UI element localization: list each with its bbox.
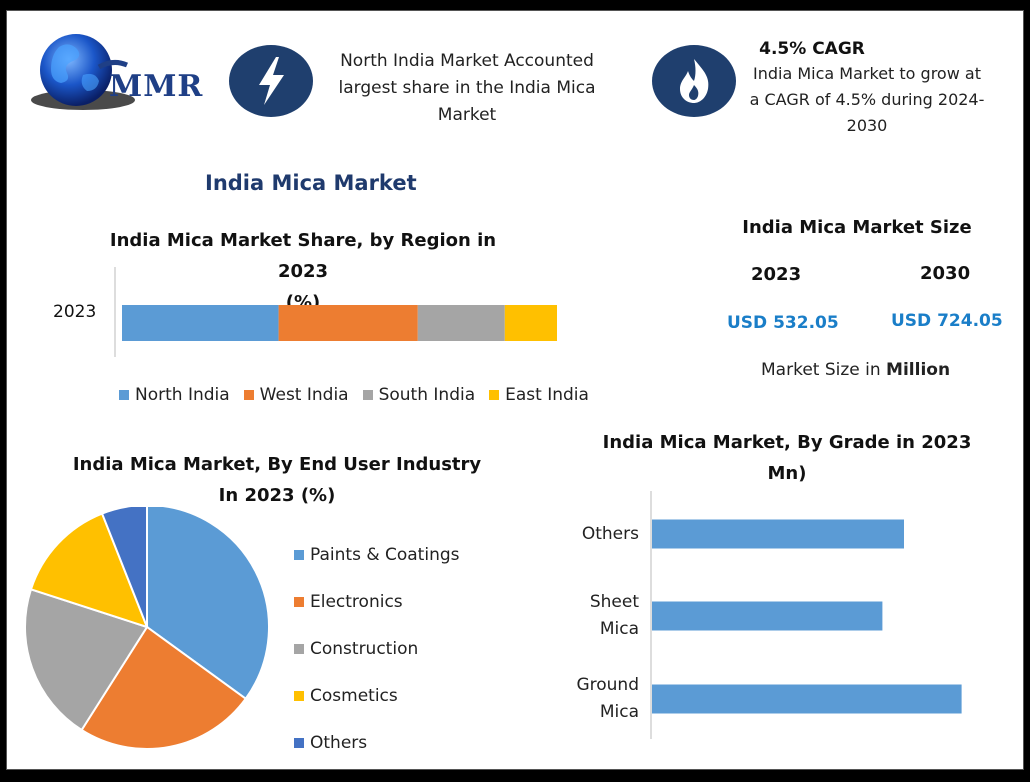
grade-bar-others xyxy=(652,519,904,549)
legend-label: East India xyxy=(505,385,589,405)
grade-category-label: Ground Mica xyxy=(576,672,639,726)
legend-swatch xyxy=(294,596,304,607)
page-title: India Mica Market xyxy=(205,171,417,195)
grade-category-line: Mica xyxy=(599,619,639,639)
value-2030: USD 724.05 xyxy=(891,311,1003,331)
region-share-chart: India Mica Market Share, by Region in 20… xyxy=(47,225,607,405)
legend-label: Paints & Coatings xyxy=(310,544,460,565)
chart-title-line: In 2023 (%) xyxy=(218,485,336,506)
grade-category-line: Mica xyxy=(599,702,639,722)
grade-category-label: Sheet Mica xyxy=(590,589,639,643)
legend-swatch xyxy=(294,737,304,748)
legend-item-west-india: West India xyxy=(243,385,349,405)
legend-item-east-india: East India xyxy=(489,385,589,405)
chart-title-line: India Mica Market, By End User Industry xyxy=(72,454,482,475)
grade-category-label: Others xyxy=(582,521,639,548)
year-2030: 2030 xyxy=(920,263,971,284)
pie-slice-construction xyxy=(24,588,149,732)
legend-swatch xyxy=(362,390,373,400)
highlight-line: largest share in the India Mica xyxy=(338,78,596,98)
legend-swatch xyxy=(294,690,304,701)
chart-title: India Mica Market, By Grade in 2023 Mn) xyxy=(587,427,987,489)
logo: MMR xyxy=(21,25,221,125)
chart-title: India Mica Market, By End User Industry … xyxy=(57,449,497,511)
grade-chart: India Mica Market, By Grade in 2023 Mn) … xyxy=(547,427,1023,747)
grade-category-line: Ground xyxy=(576,675,639,695)
grade-bars xyxy=(650,491,962,739)
highlight-line: India Mica Market to grow at xyxy=(753,64,981,83)
chart-title-line: India Mica Market Share, by Region in 20… xyxy=(109,230,497,282)
legend-label: South India xyxy=(378,385,476,405)
grade-labels: Others Sheet Mica Ground Mica xyxy=(547,427,1023,747)
legend-label: Construction xyxy=(310,638,419,659)
highlight-text: India Mica Market to grow at a CAGR of 4… xyxy=(742,61,992,139)
flame-icon xyxy=(652,45,736,117)
pie-slice-paints-and-coatings xyxy=(146,507,270,701)
legend-label: North India xyxy=(135,385,230,405)
region-bar-south-india xyxy=(417,305,505,341)
highlight-cagr: 4.5% CAGR India Mica Market to grow at a… xyxy=(652,35,1012,145)
legend-swatch xyxy=(119,390,129,400)
region-bar-east-india xyxy=(504,305,557,341)
market-size-note: Market Size in Million xyxy=(761,360,950,380)
market-size-title: India Mica Market Size xyxy=(742,217,972,238)
highlight-line: Market xyxy=(437,105,497,125)
region-legend: North India West India South India East Ind… xyxy=(119,385,589,405)
cagr-heading: 4.5% CAGR xyxy=(759,39,865,59)
note-unit: Million xyxy=(886,360,951,380)
legend-swatch xyxy=(294,549,304,560)
legend-label: West India xyxy=(259,385,349,405)
region-y-label: 2023 xyxy=(53,302,97,322)
legend-label: Electronics xyxy=(310,591,403,612)
legend-item-paints-and-coatings: Paints & Coatings xyxy=(294,531,460,578)
value-2023: USD 532.05 xyxy=(727,313,839,333)
chart-title-line: Mn) xyxy=(767,463,807,484)
grade-category-line: Sheet xyxy=(589,592,639,612)
legend-item-cosmetics: Cosmetics xyxy=(294,672,460,719)
end-user-legend: Paints & Coatings Electronics Construction… xyxy=(294,531,460,766)
legend-swatch xyxy=(243,390,254,400)
brand-name: MMR xyxy=(109,69,204,104)
legend-label: Cosmetics xyxy=(310,685,398,706)
grade-bar-sheet-mica xyxy=(652,601,883,631)
note-prefix: Market Size in xyxy=(761,360,887,380)
pie-slice-cosmetics xyxy=(29,512,149,629)
legend-item-electronics: Electronics xyxy=(294,578,460,625)
year-2023: 2023 xyxy=(751,264,802,285)
legend-item-others: Others xyxy=(294,719,460,766)
lightning-icon xyxy=(229,45,313,117)
region-bar-north-india xyxy=(122,305,279,341)
highlight-north-india: North India Market Accounted largest sha… xyxy=(229,43,629,133)
region-bar-west-india xyxy=(278,305,418,341)
legend-item-north-india: North India xyxy=(119,385,230,405)
market-size-panel: India Mica Market Size 2023 2030 USD 532… xyxy=(707,215,1007,395)
grade-category-line: Others xyxy=(581,523,639,544)
highlight-line: North India Market Accounted xyxy=(340,51,594,71)
infographic-frame: MMR North India Market Accounted largest… xyxy=(6,10,1024,770)
pie-slice-others xyxy=(100,507,148,628)
chart-title-line: India Mica Market, By Grade in 2023 xyxy=(602,432,972,453)
grade-bar-ground-mica xyxy=(652,684,962,714)
legend-label: Others xyxy=(310,732,368,753)
legend-swatch xyxy=(294,643,304,654)
legend-swatch xyxy=(489,390,500,400)
legend-item-construction: Construction xyxy=(294,625,460,672)
pie-slice-electronics xyxy=(80,625,248,750)
region-bars xyxy=(114,267,557,357)
highlight-text: North India Market Accounted largest sha… xyxy=(327,48,607,129)
end-user-chart: India Mica Market, By End User Industry … xyxy=(7,447,527,767)
highlight-line: 2030 xyxy=(846,116,888,135)
highlight-line: a CAGR of 4.5% during 2024- xyxy=(749,90,985,109)
end-user-pie xyxy=(24,507,270,750)
globe-icon xyxy=(31,34,135,110)
legend-item-south-india: South India xyxy=(362,385,476,405)
